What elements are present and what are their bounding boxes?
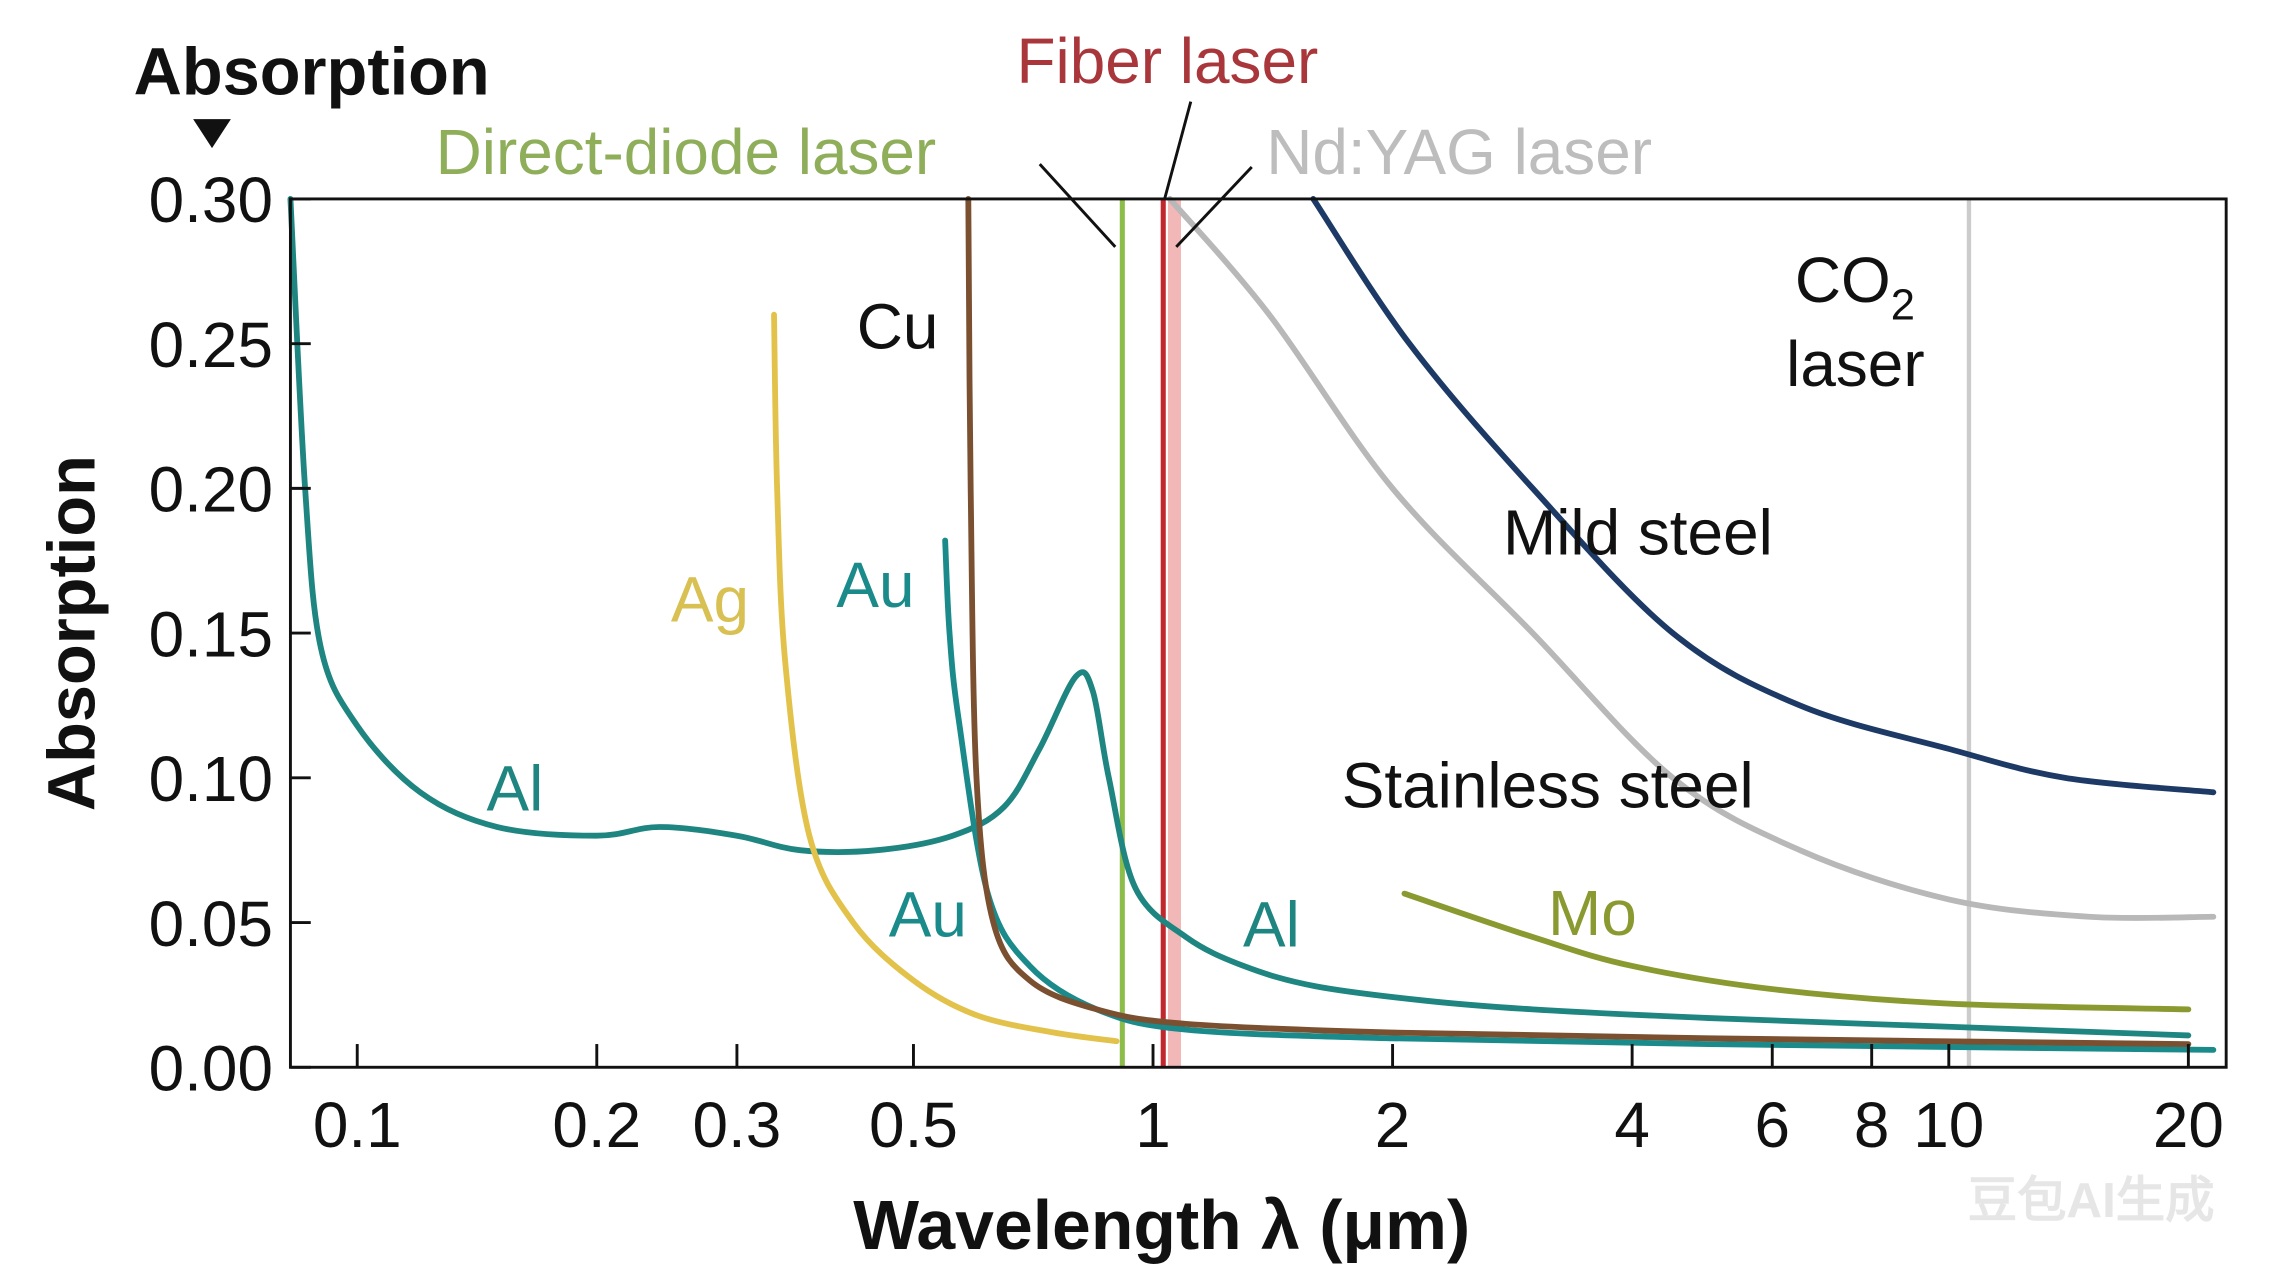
label-ndyag: Nd:YAG laser [1266, 116, 1652, 188]
label-mo: Mo [1548, 877, 1637, 949]
label-au-1: Au [836, 549, 914, 621]
label-ag: Ag [671, 563, 749, 635]
x-tick-label: 0.5 [869, 1089, 958, 1161]
label-stainless-steel: Stainless steel [1342, 749, 1754, 821]
y-axis-label: Absorption [35, 455, 109, 811]
label-co2-laser: laser [1786, 328, 1924, 400]
label-au-2: Au [889, 879, 967, 951]
x-tick-label: 10 [1913, 1089, 1984, 1161]
x-tick-label: 4 [1614, 1089, 1650, 1161]
leader-ndyag [1175, 165, 1253, 248]
series-line-mo [1401, 890, 2192, 1013]
y-tick-label: 0.00 [149, 1033, 273, 1105]
label-co2-main: CO [1795, 244, 1891, 316]
series-line-au [942, 537, 2217, 1053]
y-tick-label: 0.10 [149, 743, 273, 815]
y-tick-label: 0.30 [149, 164, 273, 236]
y-tick-label: 0.15 [149, 598, 273, 670]
y-ticks: 0.00 0.05 0.10 0.15 0.20 0.25 0.30 [149, 164, 311, 1105]
x-tick-label: 8 [1854, 1089, 1890, 1161]
y-tick-label: 0.05 [149, 888, 273, 960]
x-axis-label: Wavelength λ (μm) [853, 1186, 1470, 1264]
label-al-2: Al [1243, 889, 1300, 961]
label-mild-steel: Mild steel [1503, 497, 1773, 569]
y-tick-label: 0.20 [149, 454, 273, 526]
label-cu: Cu [857, 290, 939, 362]
series-lines [287, 196, 2217, 1053]
series-line-cu [965, 196, 2192, 1048]
label-fiber: Fiber laser [1017, 25, 1319, 97]
series-line-mild-steel [1310, 196, 2217, 796]
leader-fiber [1163, 101, 1193, 200]
leader-direct-diode [1038, 163, 1117, 248]
watermark: 豆包AI生成 [1968, 1173, 2215, 1228]
down-arrow-icon [193, 119, 231, 149]
y-tick-label: 0.25 [149, 309, 273, 381]
x-tick-label: 20 [2153, 1089, 2224, 1161]
x-tick-label: 0.3 [693, 1089, 782, 1161]
label-co2: CO2 [1795, 244, 1915, 329]
series-line-al [287, 196, 2192, 1039]
x-tick-label: 2 [1375, 1089, 1411, 1161]
x-tick-label: 0.1 [313, 1089, 402, 1161]
label-co2-sub: 2 [1891, 281, 1915, 329]
x-tick-label: 1 [1135, 1089, 1171, 1161]
x-ticks: 0.1 0.2 0.3 0.5 1 2 4 6 8 10 20 [313, 1044, 2224, 1161]
corner-label: Absorption [134, 35, 490, 109]
series-line-stainless-steel [1166, 196, 2217, 921]
label-al-1: Al [486, 752, 543, 824]
x-tick-label: 6 [1754, 1089, 1790, 1161]
label-direct-diode: Direct-diode laser [436, 116, 937, 188]
x-tick-label: 0.2 [552, 1089, 641, 1161]
series-line-ag [771, 311, 1120, 1045]
